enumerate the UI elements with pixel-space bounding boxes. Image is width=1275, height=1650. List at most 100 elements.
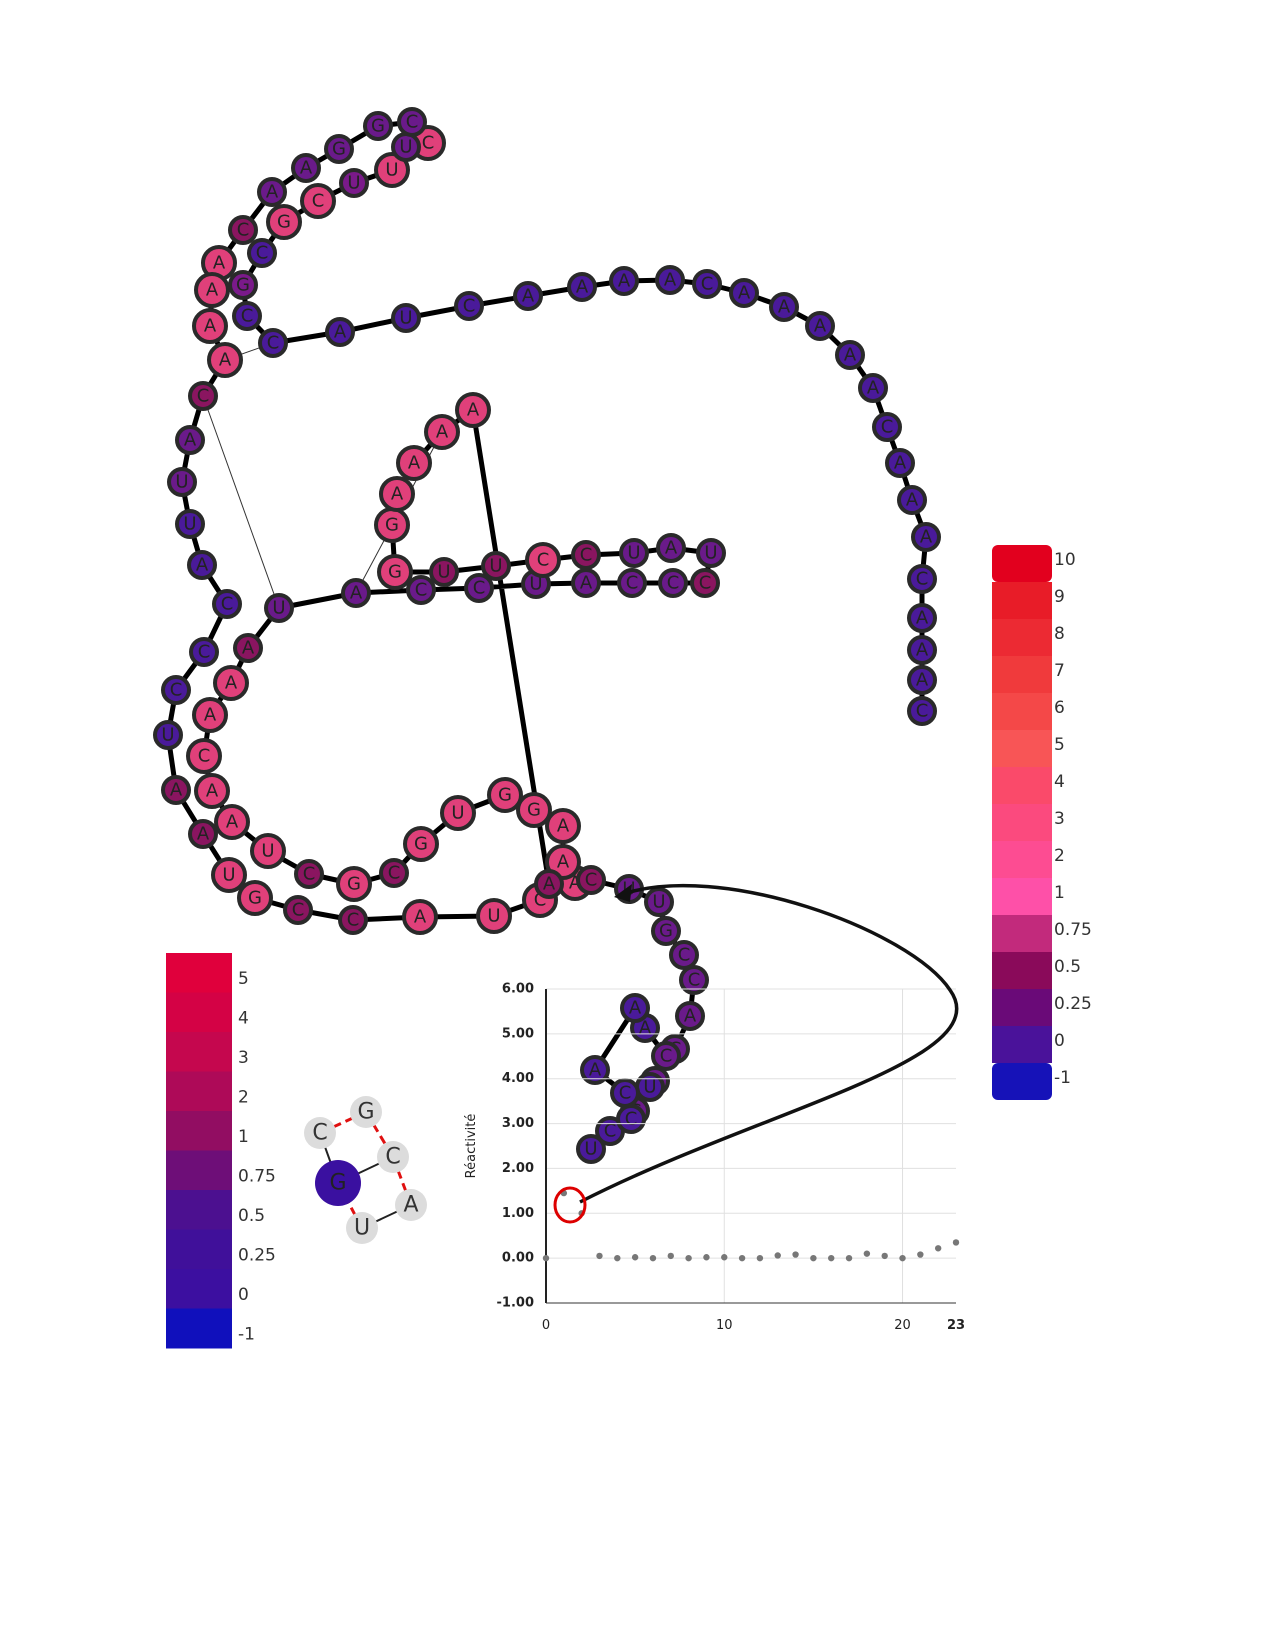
nucleotide-circle	[247, 238, 277, 268]
nucleotide: C	[258, 328, 288, 358]
y-tick-label: 5.00	[502, 1026, 534, 1041]
nucleotide-circle	[294, 859, 324, 889]
nucleotide: G	[516, 792, 552, 828]
nucleotide-circle	[534, 869, 564, 899]
nucleotide-label: U	[643, 1077, 656, 1098]
nucleotide-circle	[188, 819, 218, 849]
nucleotide: U	[429, 557, 459, 587]
nucleotide: A	[455, 392, 491, 428]
mini-nucleotide-circle	[395, 1189, 427, 1221]
nucleotide: G	[651, 916, 681, 946]
mini-nucleotide-label: C	[312, 1121, 327, 1146]
legend-swatch	[166, 992, 232, 1033]
mini-nucleotide: G	[350, 1096, 382, 1128]
nucleotide: U	[635, 1072, 665, 1102]
nucleotide-label: A	[522, 286, 535, 307]
data-point	[649, 1254, 657, 1262]
nucleotide-circle	[729, 278, 759, 308]
y-axis-title: Réactivité	[464, 1114, 479, 1179]
nucleotide: C	[397, 107, 427, 137]
nucleotide-circle	[455, 392, 491, 428]
nucleotide: C	[692, 269, 722, 299]
nucleotide: A	[835, 340, 865, 370]
nucleotide-circle	[429, 557, 459, 587]
nucleotide: A	[192, 308, 228, 344]
nucleotide-label: A	[916, 608, 929, 629]
nucleotide: G	[228, 270, 258, 300]
nucleotide-label: A	[266, 182, 279, 203]
nucleotide-circle	[576, 1134, 606, 1164]
nucleotide: U	[476, 898, 512, 934]
color-legend-left: 5 4 3 2 1 0.75 0.5 0.25 0 -1	[166, 953, 276, 1349]
nucleotide-label: G	[659, 921, 673, 942]
legend-label: -1	[1054, 1068, 1071, 1088]
legend-swatch	[992, 841, 1052, 878]
mini-nucleotide-circle	[304, 1117, 336, 1149]
nucleotide: A	[885, 448, 915, 478]
nucleotide-circle	[379, 858, 409, 888]
legend-swatch	[992, 693, 1052, 730]
nucleotide-label: A	[920, 527, 933, 548]
nucleotide-label: A	[916, 670, 929, 691]
legend-swatch	[992, 582, 1052, 619]
legend-swatch	[992, 545, 1052, 582]
y-tick-label: 1.00	[502, 1206, 534, 1221]
legend-swatch	[992, 767, 1052, 804]
nucleotide-label: U	[451, 803, 464, 824]
nucleotide-circle	[481, 551, 511, 581]
nucleotide-label: A	[467, 400, 480, 421]
nucleotide-label: C	[463, 296, 476, 317]
nucleotide: C	[247, 238, 277, 268]
legend-swatch	[992, 619, 1052, 656]
nucleotide: A	[341, 578, 371, 608]
legend-label: 5	[1054, 735, 1065, 755]
nucleotide-circle	[338, 905, 368, 935]
nucleotide-label: A	[618, 271, 631, 292]
nucleotide-label: A	[580, 573, 593, 594]
nucleotide-label: C	[619, 1083, 632, 1104]
arrow-head	[614, 884, 632, 902]
nucleotide-circle	[194, 272, 230, 308]
nucleotide: C	[669, 940, 699, 970]
nucleotide-label: C	[415, 580, 428, 601]
nucleotide: A	[911, 522, 941, 552]
nucleotide-circle	[835, 340, 865, 370]
nucleotide: A	[194, 272, 230, 308]
nucleotide-label: A	[206, 280, 219, 301]
nucleotide: G	[363, 111, 393, 141]
nucleotide-label: C	[347, 910, 360, 931]
nucleotide-circle	[406, 575, 436, 605]
nucleotide-label: U	[399, 137, 412, 158]
data-point	[792, 1251, 799, 1258]
nucleotide-label: G	[347, 874, 361, 895]
nucleotide-circle	[325, 317, 355, 347]
nucleotide-label: U	[652, 892, 665, 913]
mini-nucleotide-label: G	[357, 1100, 374, 1125]
nucleotide: C	[232, 301, 262, 331]
nucleotide: A	[379, 476, 415, 512]
rna-secondary-structure: CAAACAAACAAAAACAAAACUACCGCGCUUCUCGGAACAA…	[153, 107, 941, 1164]
legend-swatch	[992, 1026, 1052, 1063]
x-tick-label: 10	[716, 1318, 733, 1333]
nucleotide-circle	[211, 857, 247, 893]
nucleotide: C	[188, 381, 218, 411]
nucleotide: U	[374, 152, 410, 188]
nucleotide: C	[576, 865, 606, 895]
data-point	[703, 1254, 710, 1261]
data-point	[756, 1254, 764, 1262]
nucleotide-label: C	[585, 870, 598, 891]
data-point	[631, 1254, 639, 1261]
legend-swatch	[992, 989, 1052, 1026]
nucleotide-circle	[336, 866, 372, 902]
nucleotide: C	[379, 858, 409, 888]
nucleotide-circle	[300, 183, 336, 219]
nucleotide-circle	[194, 773, 230, 809]
nucleotide-label: C	[916, 701, 929, 722]
nucleotide-circle	[250, 833, 286, 869]
nucleotide-label: A	[204, 705, 217, 726]
nucleotide: C	[651, 1041, 681, 1071]
nucleotide-label: A	[684, 1006, 697, 1027]
nucleotide: A	[214, 804, 250, 840]
legend-label: 7	[1054, 661, 1065, 681]
nucleotide: A	[620, 993, 650, 1023]
